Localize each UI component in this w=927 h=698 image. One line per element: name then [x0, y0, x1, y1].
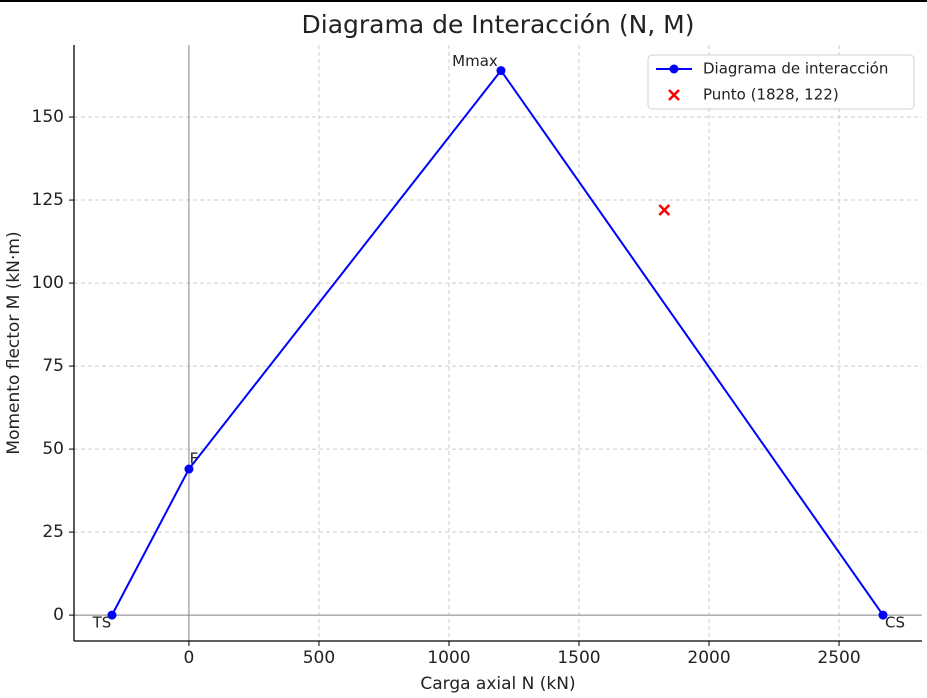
x-tick-label: 1500	[557, 648, 600, 668]
x-tick-label: 500	[303, 648, 335, 668]
point-marker	[658, 204, 671, 216]
chart-title: Diagrama de Interacción (N, M)	[302, 10, 695, 39]
y-tick-label: 50	[42, 439, 64, 459]
point-marker	[184, 464, 194, 474]
x-tick-label: 2000	[687, 648, 730, 668]
y-tick-label: 100	[32, 273, 64, 293]
y-tick-label: 25	[42, 522, 64, 542]
point-label: F	[190, 450, 199, 468]
series-line	[111, 68, 884, 616]
x-axis-label: Carga axial N (kN)	[420, 674, 575, 694]
x-tick-label: 2500	[817, 648, 860, 668]
y-tick-label: 125	[32, 190, 64, 210]
point-marker	[878, 610, 888, 620]
y-tick-label: 75	[42, 356, 64, 376]
point-label: CS	[885, 614, 905, 632]
point-label: TS	[92, 614, 112, 632]
legend-label: Diagrama de interacción	[703, 60, 888, 78]
y-tick-label: 0	[53, 605, 64, 625]
legend-marker	[669, 64, 679, 74]
point-label: Mmax	[452, 52, 498, 70]
x-tick-label: 1000	[427, 648, 470, 668]
point-marker	[668, 89, 680, 101]
point-marker	[107, 610, 117, 620]
point-marker	[496, 66, 506, 76]
y-tick-label: 150	[32, 107, 64, 127]
legend-label: Punto (1828, 122)	[703, 86, 839, 104]
y-axis-label: Momento flector M (kN·m)	[4, 231, 24, 454]
x-tick-label: 0	[184, 648, 195, 668]
legend-box	[647, 54, 915, 110]
